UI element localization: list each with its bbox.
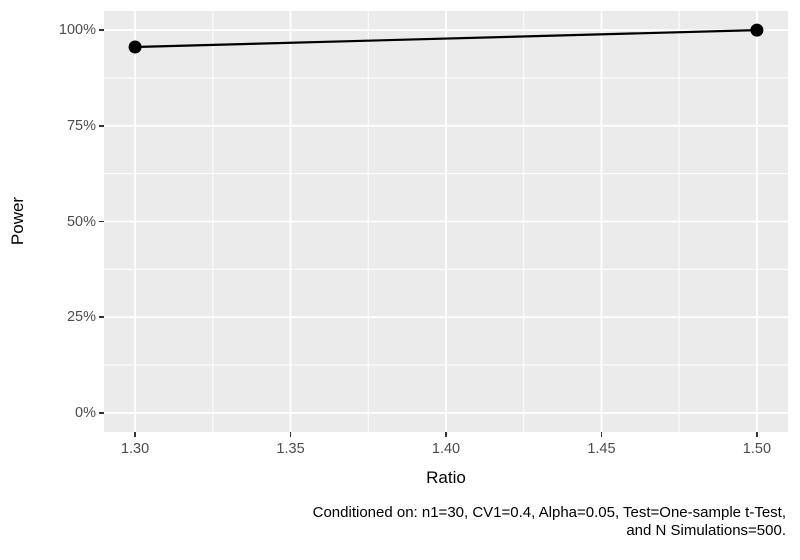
- tick-mark: [99, 316, 104, 319]
- y-axis-title: Power: [8, 196, 27, 246]
- tick-mark: [99, 220, 104, 223]
- y-tick-label: 0%: [75, 404, 96, 421]
- y-tick-label: 75%: [66, 117, 96, 134]
- tick-mark: [99, 29, 104, 31]
- tick-mark: [289, 432, 292, 437]
- plot-canvas: [104, 11, 788, 432]
- tick-mark: [99, 412, 104, 414]
- x-tick-label: 1.35: [276, 441, 305, 457]
- tick-mark: [445, 432, 447, 437]
- tick-mark: [756, 432, 758, 437]
- tick-mark: [134, 432, 136, 437]
- tick-mark: [600, 432, 603, 437]
- series-line: [135, 29, 757, 49]
- x-tick-label: 1.30: [120, 441, 150, 457]
- caption-line-1: Conditioned on: n1=30, CV1=0.4, Alpha=0.…: [312, 504, 786, 521]
- y-tick-label: 50%: [66, 213, 96, 230]
- data-point: [128, 40, 142, 54]
- data-point: [750, 23, 764, 37]
- tick-mark: [99, 125, 104, 127]
- x-tick-label: 1.40: [431, 441, 461, 457]
- x-axis-title: Ratio: [426, 468, 466, 487]
- x-tick-label: 1.50: [742, 441, 772, 457]
- chart-caption: Conditioned on: n1=30, CV1=0.4, Alpha=0.…: [313, 504, 786, 540]
- y-tick-label: 25%: [66, 309, 96, 326]
- plot-panel: [104, 11, 788, 432]
- y-tick-label: 100%: [58, 22, 96, 39]
- caption-line-2: and N Simulations=500.: [626, 522, 786, 539]
- x-tick-label: 1.45: [587, 441, 616, 457]
